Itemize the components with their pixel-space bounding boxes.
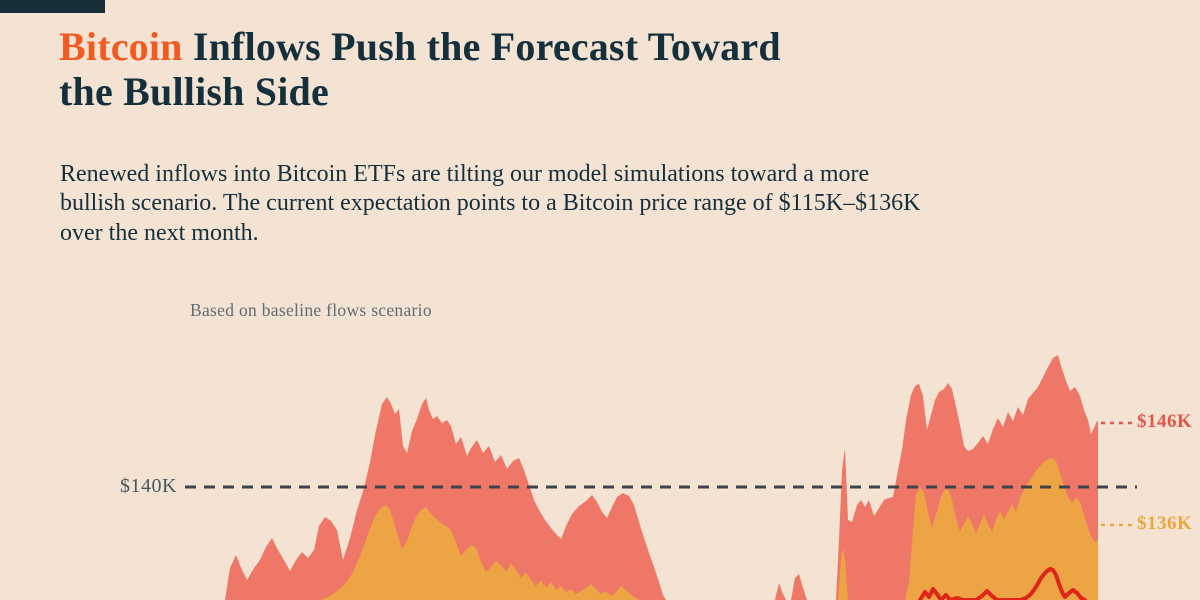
title-rest-line1: Inflows Push the Forecast Toward [182,24,781,69]
title-highlight-bitcoin: Bitcoin [59,24,183,69]
subtitle-text: Renewed inflows into Bitcoin ETFs are ti… [60,161,921,246]
brand-corner-block [0,0,105,13]
annotation-label-136k: $136K [1137,513,1193,534]
inner-simulation-band-area [320,458,1098,600]
chart-caption: Based on baseline flows scenario [190,300,432,320]
gridline-label-140k: $140K [120,475,177,497]
actual-price-line [918,567,1087,600]
annotation-label-146k: $146K [1137,411,1193,432]
page-title: Bitcoin Inflows Push the Forecast Toward… [59,24,1119,114]
title-line2: the Bullish Side [59,69,329,115]
